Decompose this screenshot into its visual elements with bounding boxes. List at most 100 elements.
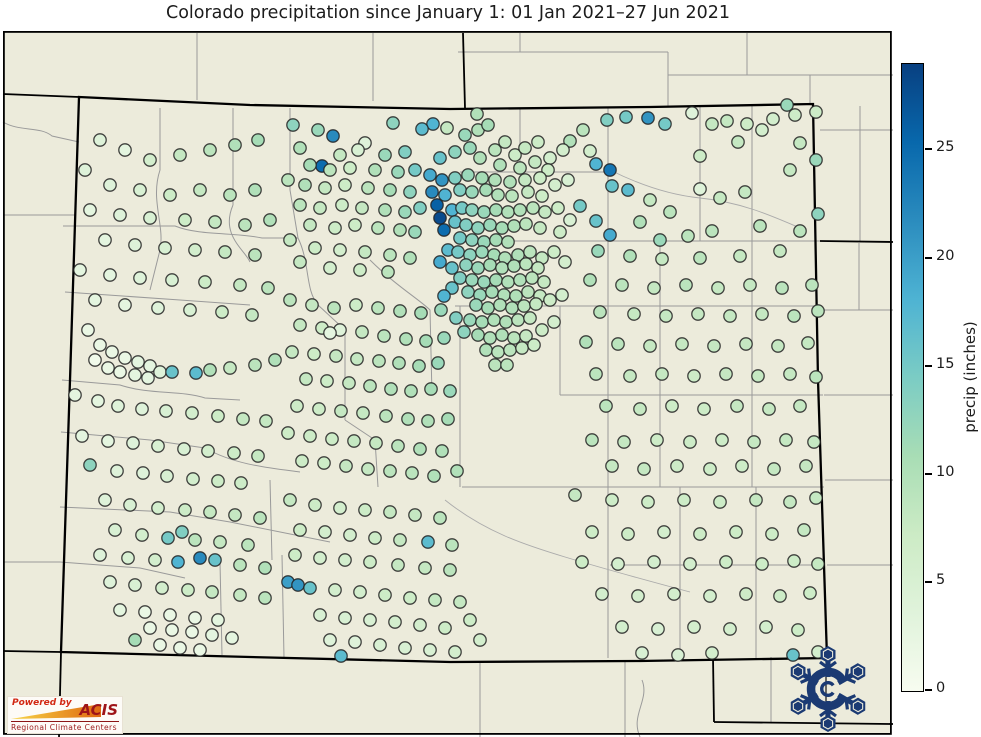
station-dot [211,409,225,423]
station-dot [283,493,297,507]
station-dot [413,618,427,632]
station-dot [312,402,326,416]
station-dot [465,203,479,217]
station-dot [445,281,459,295]
station-dot [368,531,382,545]
station-dot [499,315,513,329]
station-dot [563,134,577,148]
station-dot [791,623,805,637]
station-dot [88,293,102,307]
station-dot [383,248,397,262]
station-dot [133,183,147,197]
station-dot [805,278,819,292]
station-dot [128,238,142,252]
station-dot [787,554,801,568]
station-dot [205,628,219,642]
station-dot [293,523,307,537]
station-dot [177,442,191,456]
station-dot [233,588,247,602]
station-dot [126,436,140,450]
station-dot [215,305,229,319]
station-dot [151,301,165,315]
station-dot [811,557,825,571]
station-dot [809,491,823,505]
station-dot [691,307,705,321]
station-dot [348,635,362,649]
station-dot [290,399,304,413]
snowflake-arms [790,646,866,732]
station-dot [268,353,282,367]
station-dot [657,525,671,539]
station-dot [437,223,451,237]
station-dot [453,231,467,245]
colorbar-tick [925,472,932,475]
station-dot [421,414,435,428]
station-dot [443,563,457,577]
station-dot [228,138,242,152]
station-dot [801,336,815,350]
station-dot [473,633,487,647]
station-dot [489,273,503,287]
station-dot [667,587,681,601]
station-dot [441,412,455,426]
station-dot [579,335,593,349]
station-dot [681,229,695,243]
station-dot [211,613,225,627]
station-dot [443,384,457,398]
station-dot [261,281,275,295]
station-dot [531,135,545,149]
station-dot [355,325,369,339]
station-dot [633,215,647,229]
station-dot [424,382,438,396]
station-dot [705,224,719,238]
station-dot [511,313,525,327]
station-dot [705,646,719,660]
station-dot [338,178,352,192]
station-dot [189,366,203,380]
station-dot [181,583,195,597]
station-dot [501,205,515,219]
station-dot [498,135,512,149]
station-dot [188,243,202,257]
station-dot [739,337,753,351]
station-dot [188,533,202,547]
station-dot [517,299,531,313]
station-dot [505,301,519,315]
station-dot [392,356,406,370]
colorbar-tick [925,148,932,151]
station-dot [469,298,483,312]
station-dot [363,379,377,393]
station-dot [715,433,729,447]
station-dot [93,133,107,147]
station-dot [679,278,693,292]
station-dot [258,591,272,605]
station-dot [418,561,432,575]
station-dot [449,311,463,325]
station-dot [334,649,348,663]
station-dot [323,261,337,275]
station-dot [647,555,661,569]
station-dot [747,435,761,449]
station-dot [428,593,442,607]
station-dot [568,488,582,502]
station-dot [457,325,471,339]
station-dot [451,245,465,259]
station-dot [163,188,177,202]
station-dot [308,241,322,255]
station-dot [430,198,444,212]
station-dot [313,201,327,215]
station-dot [513,273,527,287]
station-dot [548,178,562,192]
station-dot [740,117,754,131]
station-dot [627,307,641,321]
station-dot [435,444,449,458]
station-dot [328,221,342,235]
station-dot [731,135,745,149]
station-dot [440,121,454,135]
station-dot [223,361,237,375]
station-dot [705,117,719,131]
station-dot [433,211,447,225]
acis-divider [11,720,119,722]
station-dot [519,329,533,343]
station-dot [101,434,115,448]
